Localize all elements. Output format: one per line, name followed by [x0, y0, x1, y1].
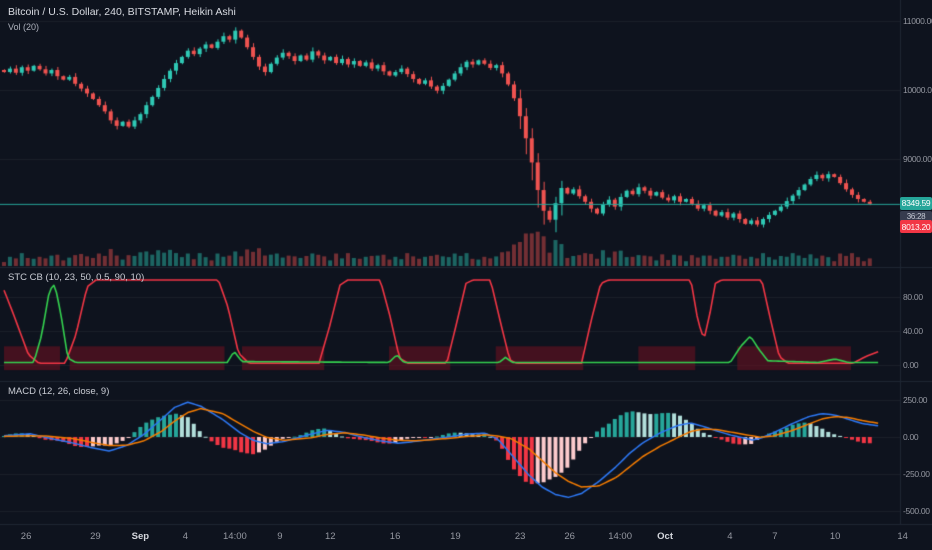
time-axis-label: 12 [325, 531, 336, 542]
time-axis-label: 9 [277, 531, 283, 542]
axis-tick-label: 11000.00 [903, 16, 932, 26]
bar-countdown-badge: 36:28 [900, 210, 932, 222]
time-axis-label: 19 [450, 531, 461, 542]
time-axis-label: 26 [564, 531, 575, 542]
time-axis-label: 14:00 [223, 531, 247, 542]
time-axis-label: 7 [772, 531, 778, 542]
axis-tick-label: -250.00 [903, 469, 930, 479]
price-pane-header: Bitcoin / U.S. Dollar, 240, BITSTAMP, He… [8, 6, 236, 32]
time-axis-label: 4 [182, 531, 189, 542]
axis-tick-label: 250.00 [903, 395, 928, 405]
time-axis-label: 14:00 [608, 531, 632, 542]
time-axis-label: 16 [389, 531, 401, 542]
volume-indicator-label[interactable]: Vol (20) [8, 22, 40, 32]
time-axis[interactable]: 26 29 Sep 4 14:00 9 12 16 19 23 26 14:00 Oct 4 7 10 14 [0, 526, 932, 550]
time-axis-label: 23 [514, 531, 526, 542]
axis-tick-label: 40.00 [903, 326, 923, 336]
time-axis-label: 10 [829, 531, 841, 542]
axis-tick-label: 10000.00 [903, 85, 932, 95]
axis-tick-label: 0.00 [903, 432, 919, 442]
price-axis[interactable]: 11000.00 10000.00 9000.00 80.00 40.00 0.00 250… [901, 0, 932, 525]
time-axis-label: Oct [657, 531, 674, 542]
symbol-title[interactable]: Bitcoin / U.S. Dollar, 240, BITSTAMP, He… [8, 6, 236, 18]
axis-tick-label: 80.00 [903, 292, 923, 302]
axis-tick-label: 9000.00 [903, 154, 932, 164]
secondary-price-badge: 8013.20 [900, 220, 932, 234]
axis-tick-label: 0.00 [903, 360, 919, 370]
time-axis-label: 14 [897, 531, 908, 542]
last-price-badge: 8349.59 [900, 196, 932, 210]
axis-tick-label: -500.00 [903, 506, 930, 516]
time-axis-label: 29 [90, 531, 101, 542]
stc-indicator-label[interactable]: STC CB (10, 23, 50, 0.5, 90, 10) [8, 272, 145, 283]
macd-indicator-label[interactable]: MACD (12, 26, close, 9) [8, 386, 110, 397]
time-axis-label: 4 [727, 531, 733, 542]
time-axis-label: 26 [20, 531, 32, 542]
time-axis-label: Sep [131, 531, 150, 542]
